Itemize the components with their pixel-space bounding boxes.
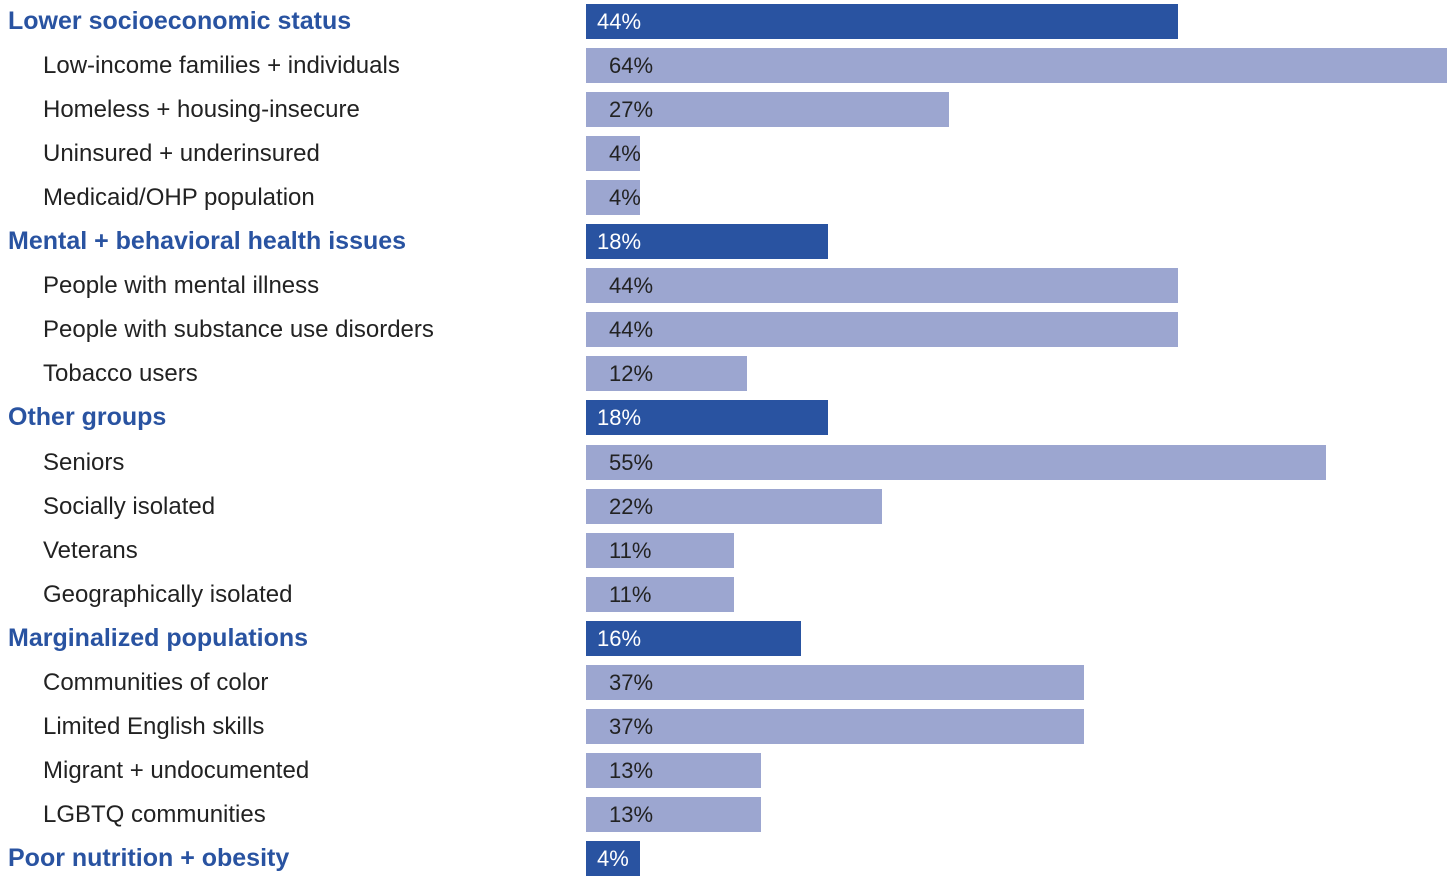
- subgroup-bar: [586, 576, 734, 612]
- subgroup-bar: [586, 752, 761, 788]
- category-label: Limited English skills: [43, 712, 265, 740]
- subgroup-bar: [586, 48, 1447, 83]
- value-label: 11%: [609, 537, 652, 563]
- category-label: Migrant + undocumented: [43, 756, 310, 784]
- category-label: Communities of color: [43, 668, 269, 696]
- subgroup-row: Communities of color 37%: [0, 664, 1450, 700]
- category-label: Homeless + housing-insecure: [43, 96, 360, 124]
- category-label: LGBTQ communities: [43, 800, 266, 828]
- group-row: Other groups 18%: [0, 400, 1450, 436]
- group-row: Lower socioeconomic status 44%: [0, 4, 1450, 39]
- subgroup-row: People with substance use disorders 44%: [0, 312, 1450, 348]
- subgroup-row: Veterans 11%: [0, 532, 1450, 568]
- group-bar: [586, 620, 802, 656]
- value-label: 37%: [609, 713, 654, 739]
- category-label: Seniors: [43, 448, 125, 476]
- subgroup-bar: [586, 312, 1178, 348]
- category-label: People with mental illness: [43, 272, 320, 300]
- subgroup-row: LGBTQ communities 13%: [0, 796, 1450, 832]
- subgroup-row: Tobacco users 12%: [0, 356, 1450, 392]
- subgroup-row: Low-income families + individuals 64%: [0, 48, 1450, 83]
- value-label: 55%: [609, 449, 654, 475]
- subgroup-bar: [586, 356, 748, 392]
- group-bar: [586, 840, 640, 876]
- subgroup-bar: [586, 488, 882, 524]
- category-label: Geographically isolated: [43, 580, 293, 608]
- subgroup-bar: [586, 444, 1326, 480]
- value-label: 4%: [597, 845, 629, 871]
- value-label: 44%: [609, 317, 654, 343]
- group-label: Marginalized populations: [8, 623, 309, 652]
- category-label: Tobacco users: [43, 360, 198, 388]
- category-label: Medicaid/OHP population: [43, 184, 315, 212]
- value-label: 64%: [609, 53, 654, 78]
- value-label: 27%: [609, 97, 654, 123]
- group-row: Marginalized populations 16%: [0, 620, 1450, 656]
- group-row: Poor nutrition + obesity 4%: [0, 840, 1450, 876]
- subgroup-row: Seniors 55%: [0, 444, 1450, 480]
- category-label: Veterans: [43, 536, 138, 564]
- value-label: 13%: [609, 801, 654, 827]
- subgroup-bar: [586, 136, 640, 172]
- value-label: 12%: [609, 361, 654, 387]
- group-label: Lower socioeconomic status: [8, 7, 352, 35]
- value-label: 4%: [609, 141, 641, 167]
- value-label: 18%: [597, 405, 642, 431]
- subgroup-bar: [586, 268, 1178, 304]
- value-label: 16%: [597, 625, 642, 651]
- subgroup-bar: [586, 796, 761, 832]
- subgroup-row: Migrant + undocumented 13%: [0, 752, 1450, 788]
- value-label: 13%: [609, 757, 654, 783]
- group-bar: [586, 400, 829, 436]
- value-label: 18%: [597, 229, 642, 255]
- category-label: People with substance use disorders: [43, 316, 434, 344]
- group-bar: [586, 4, 1178, 39]
- value-label: 44%: [609, 273, 654, 299]
- group-label: Poor nutrition + obesity: [8, 843, 290, 872]
- value-label: 11%: [609, 581, 652, 607]
- subgroup-row: Homeless + housing-insecure 27%: [0, 92, 1450, 128]
- category-label: Low-income families + individuals: [43, 52, 400, 79]
- group-bar: [586, 224, 829, 260]
- group-label: Other groups: [8, 403, 167, 432]
- subgroup-bar: [586, 180, 640, 216]
- subgroup-bar: [586, 708, 1084, 744]
- subgroup-bar: [586, 92, 950, 128]
- value-label: 22%: [609, 493, 654, 519]
- group-row: Mental + behavioral health issues 18%: [0, 224, 1450, 260]
- subgroup-row: Medicaid/OHP population 4%: [0, 180, 1450, 216]
- value-label: 44%: [597, 9, 642, 34]
- category-label: Socially isolated: [43, 492, 216, 520]
- subgroup-row: Uninsured + underinsured 4%: [0, 136, 1450, 172]
- category-label: Uninsured + underinsured: [43, 140, 320, 168]
- subgroup-bar: [586, 664, 1084, 700]
- subgroup-bar: [586, 532, 734, 568]
- value-label: 4%: [609, 185, 641, 211]
- subgroup-row: Socially isolated 22%: [0, 488, 1450, 524]
- subgroup-row: People with mental illness 44%: [0, 268, 1450, 304]
- subgroup-row: Limited English skills 37%: [0, 708, 1450, 744]
- subgroup-row: Geographically isolated 11%: [0, 576, 1450, 612]
- group-label: Mental + behavioral health issues: [8, 227, 407, 256]
- value-label: 37%: [609, 669, 654, 695]
